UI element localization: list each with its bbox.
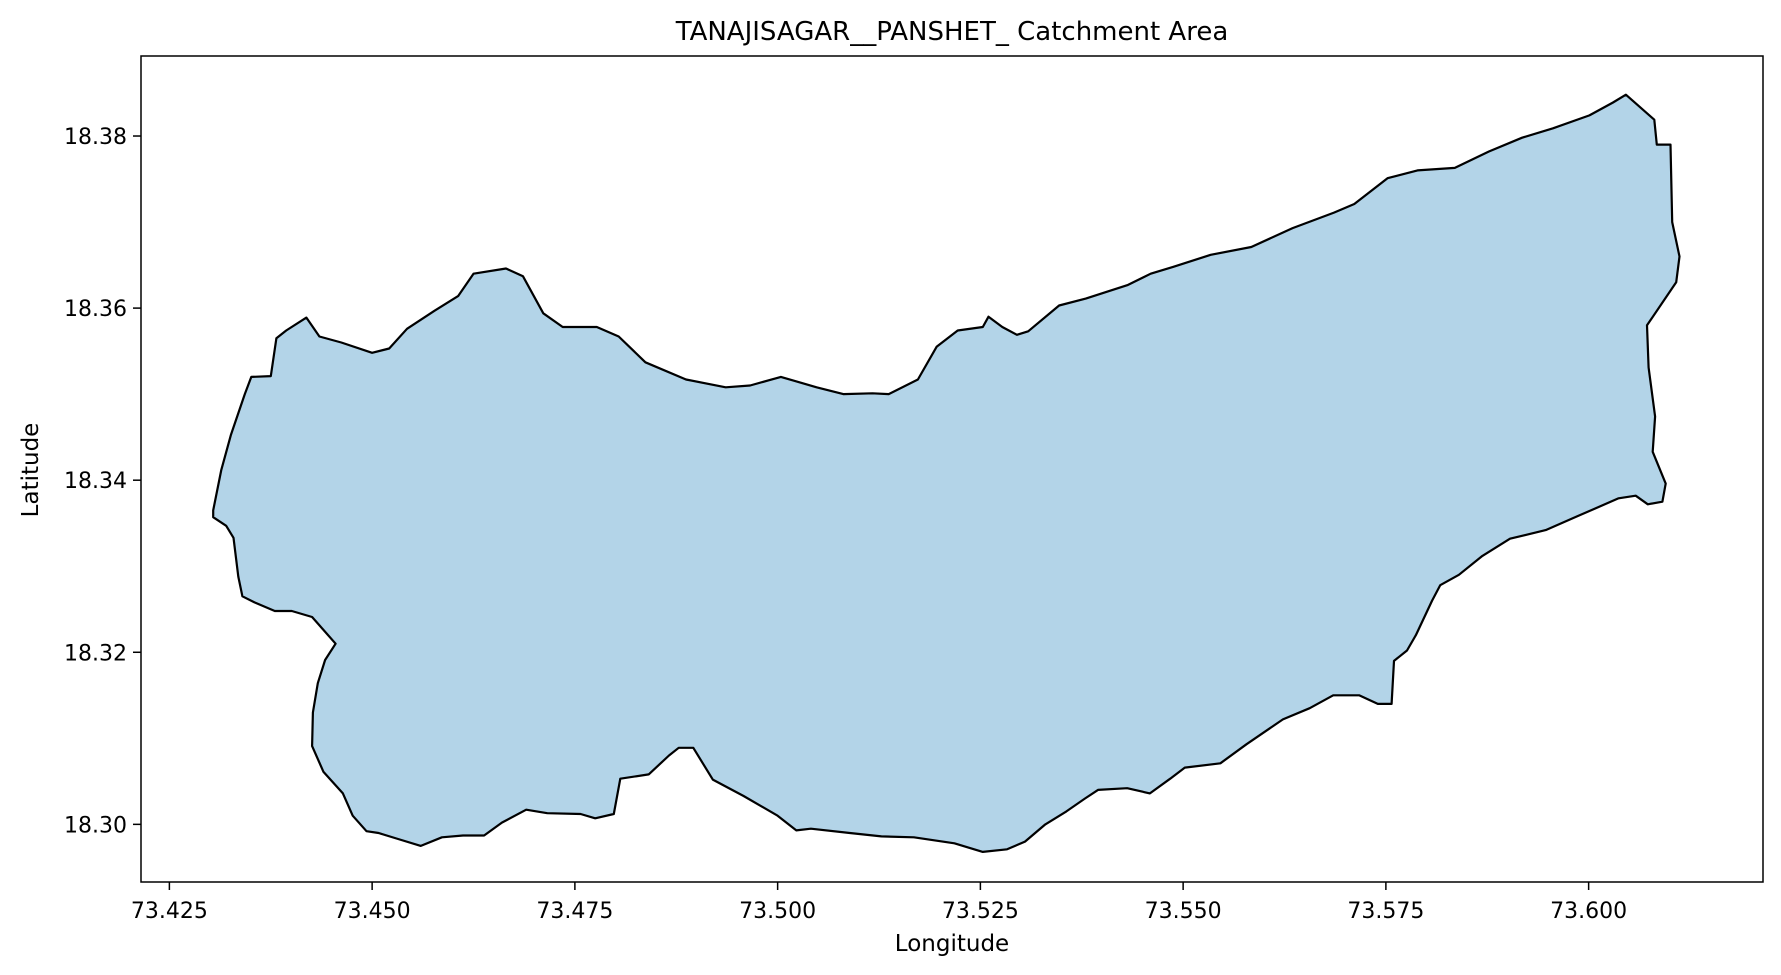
x-tick-label: 73.550 bbox=[1145, 899, 1222, 924]
x-tick-label: 73.525 bbox=[942, 899, 1019, 924]
y-tick-label: 18.34 bbox=[64, 469, 127, 494]
y-tick-label: 18.32 bbox=[64, 641, 127, 666]
y-tick-label: 18.38 bbox=[64, 125, 127, 150]
y-axis-label: Latitude bbox=[18, 423, 44, 518]
catchment-polygon bbox=[212, 93, 1681, 853]
x-tick-label: 73.575 bbox=[1347, 899, 1424, 924]
chart-title: TANAJISAGAR__PANSHET_ Catchment Area bbox=[675, 17, 1229, 47]
y-tick-label: 18.36 bbox=[64, 297, 127, 322]
x-tick-label: 73.475 bbox=[536, 899, 613, 924]
x-tick-label: 73.500 bbox=[739, 899, 816, 924]
x-axis-label: Longitude bbox=[895, 931, 1009, 957]
y-axis: 18.30 18.32 18.34 18.36 18.38 bbox=[64, 125, 141, 838]
x-tick-label: 73.600 bbox=[1550, 899, 1627, 924]
x-tick-label: 73.425 bbox=[131, 899, 208, 924]
axes-frame bbox=[140, 55, 1764, 883]
x-axis: 73.425 73.450 73.475 73.500 73.525 73.550 73.5… bbox=[131, 882, 1627, 924]
plot-area bbox=[212, 93, 1681, 853]
y-tick-label: 18.30 bbox=[64, 813, 127, 838]
x-tick-label: 73.450 bbox=[334, 899, 411, 924]
